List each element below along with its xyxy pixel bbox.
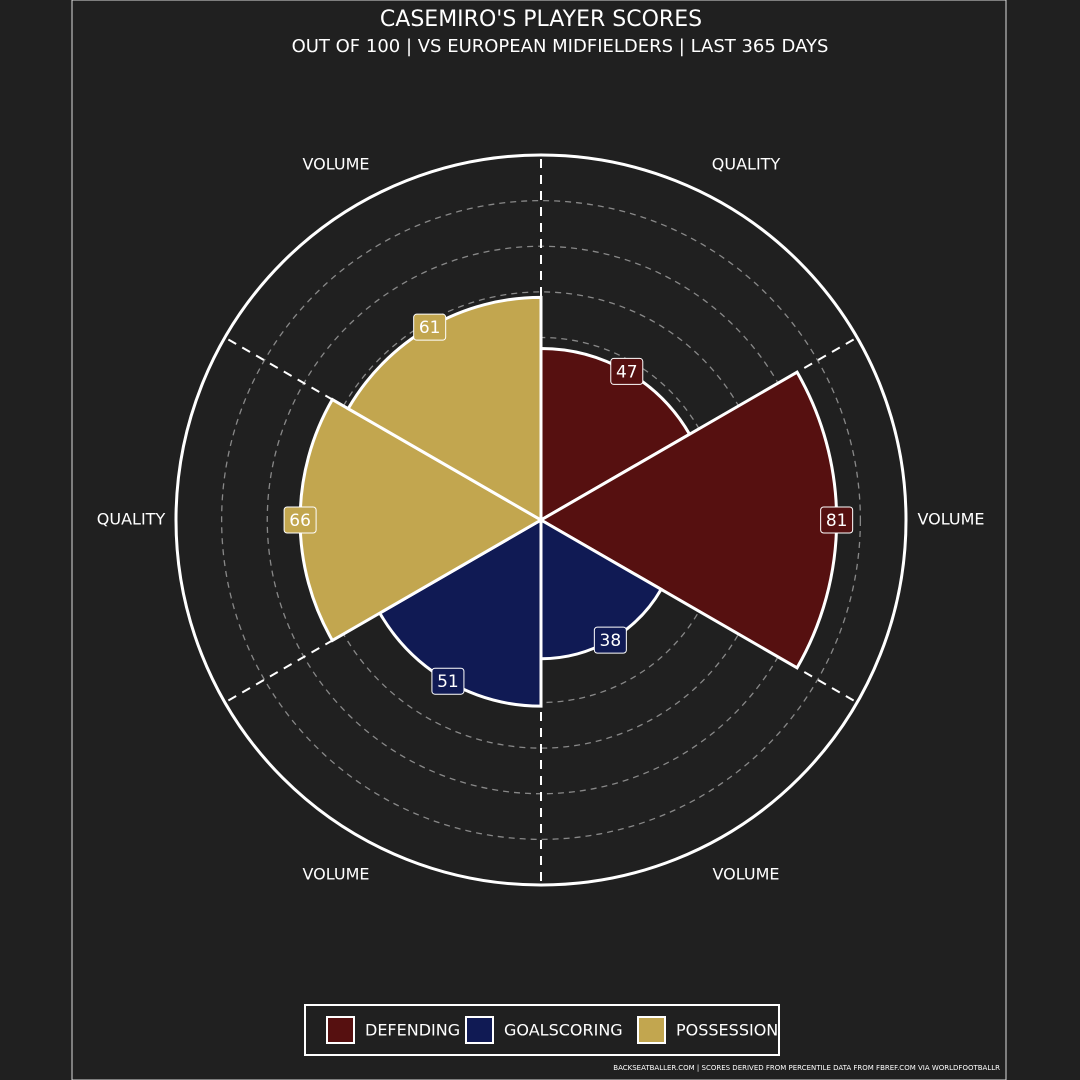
value-label: 47	[616, 362, 638, 382]
legend-swatch	[326, 1016, 355, 1044]
value-label-box	[610, 357, 644, 385]
value-label: 66	[289, 511, 311, 531]
legend-swatch	[637, 1016, 666, 1044]
legend-swatch	[465, 1016, 494, 1044]
legend-label: DEFENDING	[365, 1021, 460, 1040]
value-label-box	[593, 626, 627, 654]
value-label-box	[283, 506, 317, 534]
value-label: 81	[826, 511, 848, 531]
category-label: QUALITY	[97, 510, 166, 529]
value-label: 61	[419, 318, 441, 338]
value-label: 51	[437, 672, 459, 692]
chart-title: CASEMIRO'S PLAYER SCORES	[380, 7, 702, 32]
value-label: 38	[600, 631, 622, 651]
category-label: VOLUME	[713, 865, 780, 884]
legend-box	[304, 1004, 780, 1056]
grid-circle	[220, 199, 862, 841]
chart-subtitle: OUT OF 100 | VS EUROPEAN MIDFIELDERS | L…	[292, 36, 829, 57]
frame	[71, 0, 1007, 1080]
value-label-box	[431, 667, 465, 695]
outer-circle	[174, 153, 908, 887]
category-label: VOLUME	[303, 154, 370, 173]
legend-label: POSSESSION	[676, 1021, 778, 1040]
value-label-box	[820, 506, 854, 534]
legend-label: GOALSCORING	[504, 1021, 623, 1040]
value-label-box	[413, 313, 447, 341]
category-label: VOLUME	[918, 510, 985, 529]
footer: BACKSEATBALLER.COM | SCORES DERIVED FROM…	[613, 1064, 1000, 1072]
category-label: VOLUME	[303, 865, 370, 884]
category-label: QUALITY	[712, 154, 781, 173]
